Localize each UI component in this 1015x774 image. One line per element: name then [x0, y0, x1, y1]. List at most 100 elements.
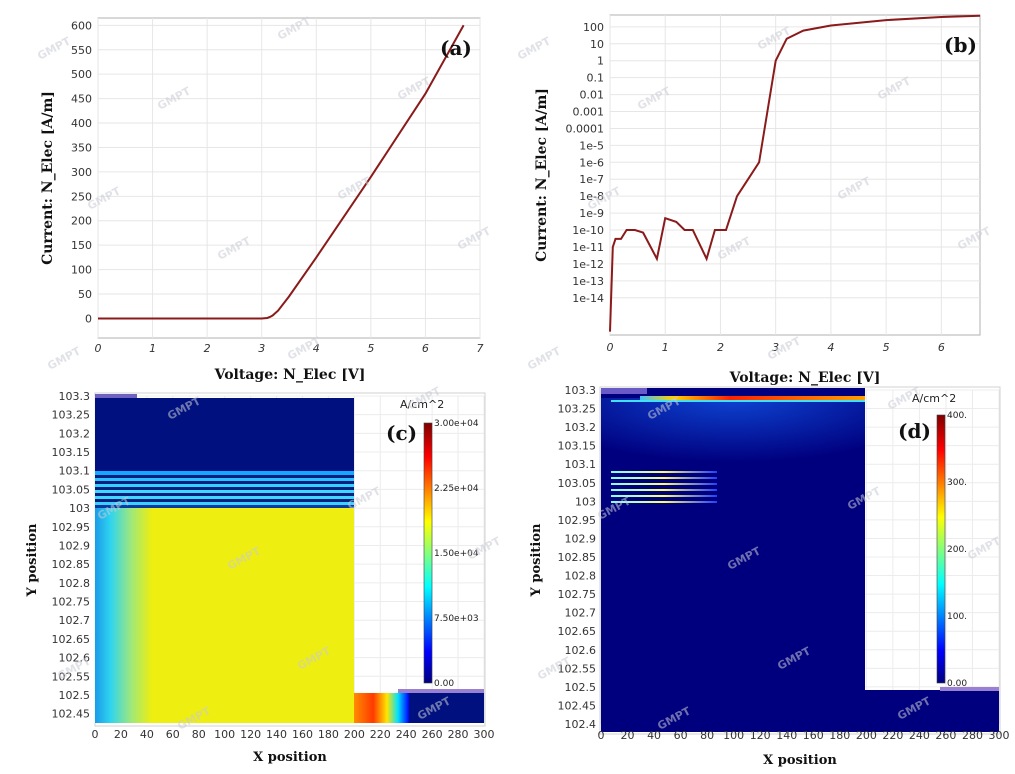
y-axis-label-b: Current: N_Elec [A/m] [534, 88, 550, 262]
colorbar-label-d: 100. [947, 612, 967, 622]
y-tick-label-c: 102.8 [59, 577, 91, 590]
y-tick-label-c: 102.75 [52, 596, 91, 609]
y-tick-label-d: 102.6 [565, 644, 597, 657]
y-tick-label-b: 1e-9 [579, 207, 604, 220]
y-tick-label-d: 103.25 [558, 403, 597, 416]
y-tick-label-a: 200 [71, 215, 92, 228]
y-tick-label-d: 102.85 [558, 551, 597, 564]
y-tick-label-d: 102.9 [565, 532, 597, 545]
watermark-text: GMPT [765, 334, 803, 362]
y-tick-label-c: 102.55 [52, 670, 91, 683]
y-tick-label-c: 102.9 [59, 539, 91, 552]
x-tick-label-c: 240 [396, 728, 417, 741]
x-tick-label-c: 180 [318, 728, 339, 741]
x-tick-label-c: 40 [140, 728, 154, 741]
x-tick-label-d: 0 [598, 729, 605, 742]
y-tick-label-a: 0 [85, 312, 92, 325]
x-tick-label-a: 5 [367, 342, 374, 355]
watermark-text: GMPT [515, 34, 553, 62]
x-tick-label-d: 200 [856, 729, 877, 742]
y-tick-label-a: 500 [71, 68, 92, 81]
x-tick-label-d: 260 [935, 729, 956, 742]
y-tick-label-a: 250 [71, 190, 92, 203]
x-tick-label-a: 3 [258, 342, 265, 355]
watermark-text: GMPT [45, 344, 83, 372]
colorbar-label-c: 2.25e+04 [434, 484, 479, 494]
y-tick-label-b: 0.0001 [566, 122, 605, 135]
quantum-well-layers-c [95, 471, 354, 508]
y-tick-label-c: 103.1 [59, 465, 91, 478]
y-tick-label-d: 102.95 [558, 514, 597, 527]
y-tick-label-c: 102.65 [52, 633, 91, 646]
y-tick-label-c: 103.15 [52, 446, 91, 459]
x-tick-label-d: 180 [829, 729, 850, 742]
x-tick-label-d: 160 [803, 729, 824, 742]
contact-right-d [940, 687, 999, 691]
x-tick-label-c: 120 [240, 728, 261, 741]
colorbar-label-c: 3.00e+04 [434, 419, 479, 429]
y-tick-label-b: 1e-14 [572, 292, 604, 305]
colorbar-label-d: 400. [947, 411, 967, 421]
x-axis-label-b: Voltage: N_Elec [V] [729, 370, 881, 386]
x-tick-label-a: 2 [204, 342, 211, 355]
x-tick-label-b: 0 [607, 341, 614, 354]
y-tick-label-c: 103 [69, 502, 90, 515]
y-tick-label-d: 103.1 [565, 458, 597, 471]
x-tick-label-d: 40 [647, 729, 661, 742]
y-tick-label-b: 0.01 [580, 89, 605, 102]
panel-label-b: (b) [944, 33, 977, 57]
x-tick-label-d: 20 [621, 729, 635, 742]
x-axis-label-d: X position [763, 753, 837, 768]
y-tick-label-b: 1e-10 [572, 224, 604, 237]
x-tick-label-b: 4 [827, 341, 834, 354]
x-tick-label-a: 6 [422, 342, 429, 355]
y-tick-label-b: 1e-12 [572, 258, 604, 271]
y-tick-label-d: 103.2 [565, 421, 597, 434]
plot-area-a [97, 17, 481, 339]
y-tick-label-a: 300 [71, 166, 92, 179]
y-tick-label-b: 100 [583, 21, 604, 34]
y-tick-label-a: 350 [71, 141, 92, 154]
x-tick-label-c: 300 [474, 728, 495, 741]
watermark-text: GMPT [525, 344, 563, 372]
chart-d: 103.3 103.25 103.2 103.15 103.1 103.05 103 102.… [529, 384, 1010, 768]
colorbar-label-d: 0.00 [947, 679, 967, 689]
colorbar-label-d: 300. [947, 478, 967, 488]
x-tick-label-b: 6 [938, 341, 945, 354]
colorbar-label-d: 200. [947, 545, 967, 555]
y-tick-label-b: 1e-13 [572, 275, 604, 288]
x-tick-label-c: 200 [344, 728, 365, 741]
y-tick-label-d: 102.4 [565, 718, 597, 731]
panel-label-d: (d) [898, 419, 931, 443]
colorbar-title-d: A/cm^2 [912, 392, 956, 405]
chart-b: 1001010.10.010.0010.00011e-51e-61e-71e-8… [534, 14, 981, 386]
field-glow-d [601, 398, 865, 478]
y-tick-label-d: 103.15 [558, 440, 597, 453]
y-tick-label-d: 103 [575, 495, 596, 508]
x-tick-label-c: 140 [266, 728, 287, 741]
y-axis-label-d: Y position [529, 523, 544, 597]
y-tick-label-d: 103.05 [558, 477, 597, 490]
chart-a: 0 50 100 150 200 250 300 350 400 450 500 550 600 0 1 2… [40, 17, 484, 383]
x-tick-label-d: 60 [674, 729, 688, 742]
y-tick-label-b: 1e-7 [579, 173, 604, 186]
x-tick-label-d: 120 [750, 729, 771, 742]
x-tick-label-a: 1 [149, 342, 156, 355]
y-tick-label-a: 450 [71, 93, 92, 106]
y-tick-label-d: 102.55 [558, 662, 597, 675]
y-tick-label-c: 103.05 [52, 483, 91, 496]
x-tick-label-b: 3 [772, 341, 779, 354]
colorbar-label-c: 7.50e+03 [434, 614, 479, 624]
field-hot-c [354, 693, 409, 723]
y-tick-label-c: 103.3 [59, 390, 91, 403]
y-tick-label-b: 1e-8 [579, 190, 604, 203]
x-tick-label-c: 160 [292, 728, 313, 741]
y-tick-label-d: 103.3 [565, 384, 597, 397]
top-cyan-layer-d [611, 400, 865, 402]
y-axis-label-a: Current: N_Elec [A/m] [40, 91, 56, 265]
field-top-c [95, 398, 354, 471]
x-tick-label-c: 260 [422, 728, 443, 741]
y-tick-label-d: 102.5 [565, 681, 597, 694]
x-tick-label-a: 7 [477, 342, 484, 355]
field-right-c [409, 693, 484, 723]
